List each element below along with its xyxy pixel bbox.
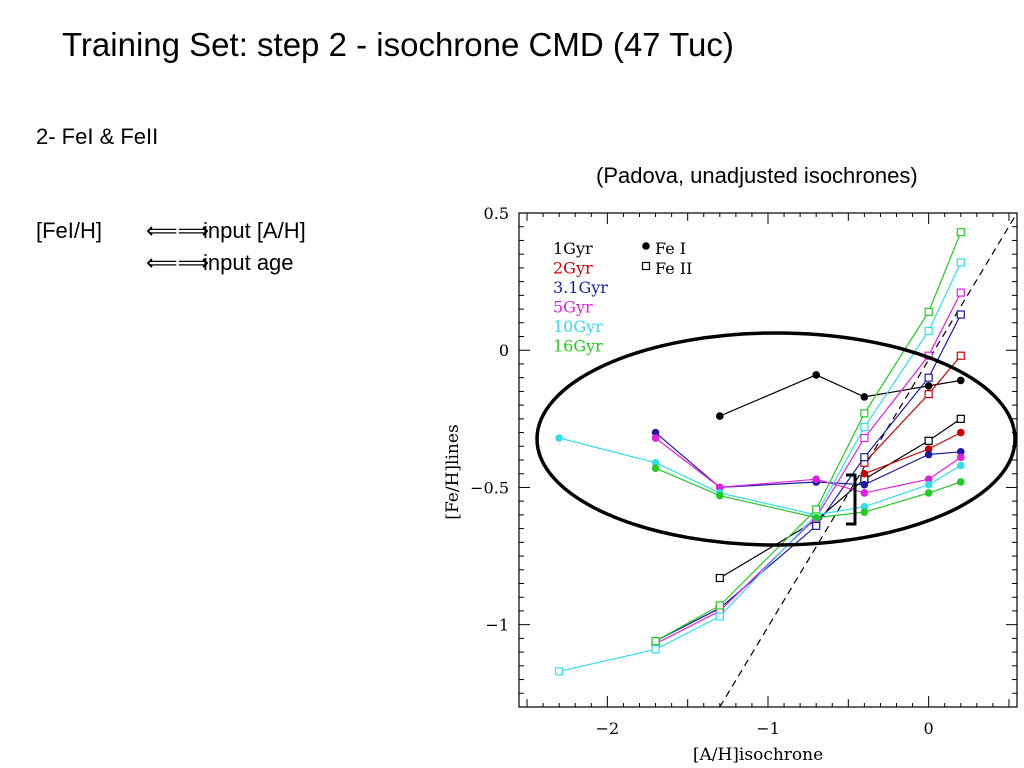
relation-rhs: input [A/H]: [203, 218, 306, 243]
series-line: [655, 432, 961, 489]
fe1-point: [651, 458, 660, 467]
fe2-point: [860, 409, 869, 418]
fe1-point: [716, 483, 724, 492]
double-arrow-icon: ⟸⟹: [146, 250, 210, 275]
legend-marker-square: [641, 261, 651, 271]
fe2-point: [860, 453, 869, 462]
fe1-point: [924, 450, 933, 459]
x-tick-label: 0: [924, 719, 934, 738]
fe2-point: [860, 433, 869, 443]
fe2-point: [924, 436, 933, 445]
fe1-point: [924, 489, 933, 497]
series-line: [559, 437, 962, 516]
legend-series-label: 2Gyr: [553, 259, 593, 278]
fe2-point: [924, 390, 933, 399]
legend-marker-circle: [642, 242, 650, 250]
fe2-point: [715, 601, 724, 610]
slide-subtitle: 2- FeI & FeII: [36, 124, 159, 149]
fe1-point: [860, 502, 869, 511]
double-arrow-icon: ⟸⟹: [146, 218, 210, 243]
fe1-point: [812, 475, 820, 484]
fe2-point: [555, 667, 564, 676]
fe1-point: [860, 469, 869, 478]
isochrone-note: (Padova, unadjusted isochrones): [596, 163, 918, 188]
y-axis-label: [Fe/H]lines: [443, 424, 463, 519]
fe1-point: [860, 480, 869, 489]
fe1-point: [956, 447, 965, 456]
series-line: [863, 355, 962, 464]
fe2-point: [924, 373, 933, 382]
fe1-point: [860, 393, 869, 401]
fe1-point: [651, 464, 660, 473]
fe2-point: [956, 351, 965, 360]
series-line: [655, 437, 962, 494]
fe1-point: [924, 445, 933, 453]
fe1-point: [812, 513, 820, 522]
series-line: [655, 292, 962, 645]
fe1-point: [651, 428, 660, 437]
fe1-point: [924, 382, 933, 390]
fe1-point: [956, 453, 965, 462]
fe1-point: [860, 508, 869, 516]
series-line: [655, 467, 961, 519]
fe2-point: [956, 310, 965, 319]
fe2-point: [812, 521, 821, 530]
fe1-point: [956, 428, 965, 437]
relation-rhs: input age: [203, 250, 294, 275]
fe2-point: [812, 505, 821, 514]
fe2-point: [956, 288, 965, 297]
fe2-point: [956, 414, 965, 423]
legend-series-label: 10Gyr: [553, 317, 603, 336]
legend-series-label: 5Gyr: [553, 298, 593, 317]
fe2-point: [715, 612, 724, 621]
legend-marker-label: Fe II: [655, 259, 692, 278]
series-line: [655, 314, 962, 642]
y-tick-label: 0: [499, 341, 509, 360]
fe1-point: [956, 478, 965, 486]
fe1-point: [651, 434, 660, 442]
legend-series-label: 1Gyr: [553, 239, 593, 258]
legend-marker-label: Fe I: [655, 239, 686, 258]
fe2-point: [924, 326, 933, 336]
fe1-point: [860, 489, 869, 497]
range-bracket: [846, 473, 857, 526]
x-tick-label: −1: [756, 719, 780, 738]
x-axis-label: [A/H]isochrone: [693, 745, 823, 765]
fe1-point: [716, 412, 724, 420]
y-tick-label: 0.5: [484, 204, 509, 223]
fe1-point: [812, 371, 820, 379]
fe1-point: [924, 480, 933, 489]
fe1-point: [956, 461, 965, 470]
fe1-point: [555, 434, 563, 442]
fe1-point: [924, 475, 933, 484]
legend-series-label: 3.1Gyr: [553, 278, 608, 297]
fe2-point: [956, 228, 965, 237]
fe1-point: [716, 491, 724, 500]
relation-lhs: [FeI/H]: [36, 218, 103, 243]
fe2-point: [924, 307, 933, 316]
y-tick-label: −1: [485, 616, 509, 635]
fe2-point: [651, 645, 660, 654]
fe2-point: [715, 573, 724, 583]
y-tick-label: −0.5: [470, 478, 509, 497]
fe2-point: [860, 422, 869, 432]
legend-series-label: 16Gyr: [553, 337, 603, 356]
fe2-point: [651, 637, 660, 646]
fe1-point: [956, 376, 965, 385]
x-tick-label: −2: [596, 719, 620, 738]
slide-title: Training Set: step 2 - isochrone CMD (47…: [62, 26, 734, 63]
series-line: [655, 231, 962, 642]
highlight-ellipse: [535, 331, 1017, 547]
fe2-point: [956, 258, 965, 267]
series-line: [559, 262, 962, 672]
